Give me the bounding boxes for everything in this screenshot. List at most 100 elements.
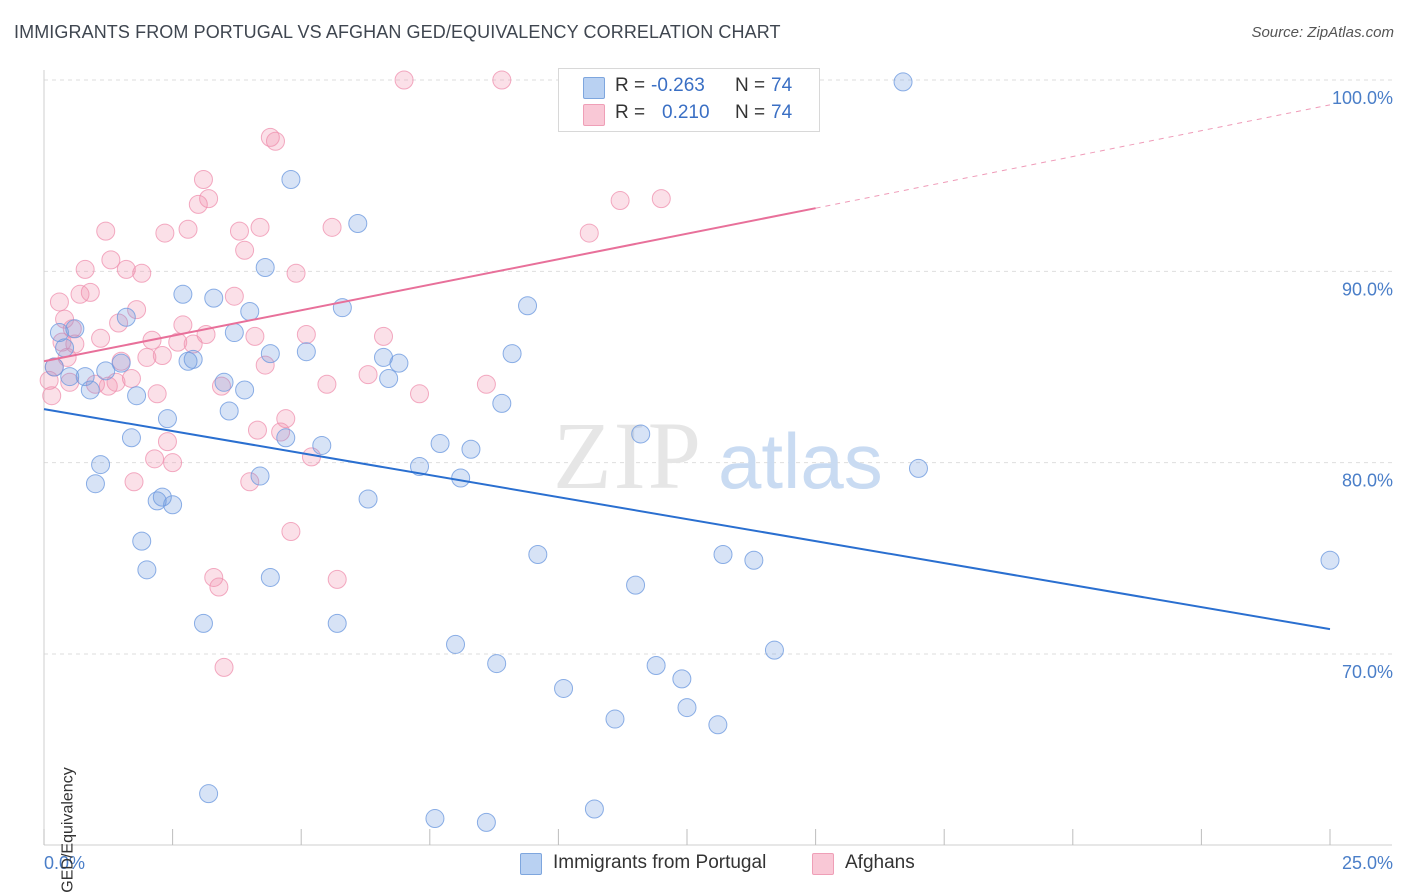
portugal-point (80, 380, 100, 400)
portugal-point (476, 812, 496, 832)
portugal-point (713, 545, 733, 565)
portugal-point (44, 357, 64, 377)
portugal-point (132, 531, 152, 551)
portugal-point (204, 288, 224, 308)
portugal-point (1320, 550, 1340, 570)
afghans-point (109, 313, 129, 333)
portugal-point (348, 214, 368, 233)
portugal-point (389, 353, 409, 373)
bottom-legend-swatch-blue (520, 853, 542, 875)
portugal-point (127, 386, 147, 406)
portugal-point (276, 428, 296, 448)
tick-labels: 100.0% 90.0% 80.0% 70.0% 0.0% 25.0% (44, 88, 1393, 873)
bottom-legend-label: Afghans (845, 852, 915, 873)
portugal-points (44, 72, 1340, 832)
afghans-point (247, 420, 267, 440)
portugal-point (163, 495, 183, 515)
portugal-point (224, 323, 244, 343)
afghans-point (204, 567, 224, 587)
portugal-point (584, 799, 604, 819)
afghans-point (322, 217, 342, 237)
portugal-point (672, 669, 692, 689)
portugal-point (554, 678, 574, 698)
portugal-point (260, 344, 280, 364)
afghans-point (610, 191, 630, 211)
legend-n-label: N = (735, 102, 766, 123)
portugal-point (240, 302, 260, 322)
legend-swatch-pink (583, 104, 605, 126)
portugal-point (137, 560, 157, 580)
portugal-point (646, 655, 666, 675)
portugal-point (626, 575, 646, 595)
portugal-point (193, 613, 213, 633)
portugal-point (908, 458, 928, 478)
afghans-point (235, 240, 255, 260)
afghans-point (193, 169, 213, 189)
legend-r-value: -0.263 (651, 75, 705, 96)
portugal-point (518, 296, 538, 316)
y-tick-label: 70.0% (1342, 662, 1393, 682)
afghans-point (410, 384, 430, 404)
afghans-point (229, 221, 249, 241)
afghans-point (75, 259, 95, 279)
afghans-point (317, 374, 337, 394)
portugal-point (764, 640, 784, 660)
afghans-trend-line (43, 207, 816, 363)
afghans-point (155, 223, 175, 243)
portugal-point (430, 434, 450, 454)
portugal-point (312, 435, 332, 455)
afghans-point (276, 409, 296, 429)
source-label: Source: ZipAtlas.com (1251, 24, 1394, 41)
portugal-point (152, 487, 172, 507)
portugal-point (173, 284, 193, 304)
portugal-point (85, 474, 105, 494)
portugal-point (65, 319, 85, 339)
portugal-point (255, 258, 275, 278)
portugal-point (893, 72, 913, 92)
afghans-point (116, 259, 136, 279)
afghans-point (173, 315, 193, 335)
portugal-point (379, 368, 399, 388)
afghans-point (80, 282, 100, 302)
afghans-point (286, 263, 306, 283)
portugal-point (425, 809, 445, 829)
portugal-point (199, 784, 219, 804)
legend-n-value: 74 (771, 75, 793, 96)
portugal-point (461, 439, 481, 459)
afghans-point (152, 346, 172, 366)
portugal-point (677, 698, 697, 718)
afghans-point (132, 263, 152, 283)
afghans-point (394, 70, 414, 90)
portugal-point (605, 709, 625, 729)
portugal-point (91, 455, 111, 475)
portugal-point (327, 613, 347, 633)
portugal-point (235, 380, 255, 400)
afghans-point (245, 326, 265, 346)
correlation-legend: R = -0.263 N = 74 R = 0.210 N = 74 (558, 68, 820, 132)
portugal-point (410, 456, 430, 476)
portugal-point (157, 409, 177, 429)
portugal-point (358, 489, 378, 509)
portugal-point (219, 401, 239, 421)
legend-n-value: 74 (771, 102, 793, 123)
portugal-point (487, 654, 507, 674)
legend-swatch-blue (583, 77, 605, 99)
legend-row-afghans: R = 0.210 N = 74 (559, 102, 819, 128)
portugal-trend-line (43, 408, 1331, 631)
legend-r-label: R = (615, 102, 646, 123)
portugal-point (96, 361, 116, 381)
afghans-point (492, 70, 512, 90)
axes (43, 70, 1392, 846)
afghans-point (214, 657, 234, 677)
afghans-point (296, 324, 316, 344)
legend-row-portugal: R = -0.263 N = 74 (559, 75, 819, 101)
watermark-zip: ZIP (553, 402, 703, 509)
legend-r-label: R = (615, 75, 646, 96)
legend-n-label: N = (735, 75, 766, 96)
portugal-point (446, 634, 466, 654)
afghans-point (121, 368, 141, 388)
afghans-point (224, 286, 244, 306)
portugal-point (296, 342, 316, 362)
portugal-point (121, 428, 141, 448)
